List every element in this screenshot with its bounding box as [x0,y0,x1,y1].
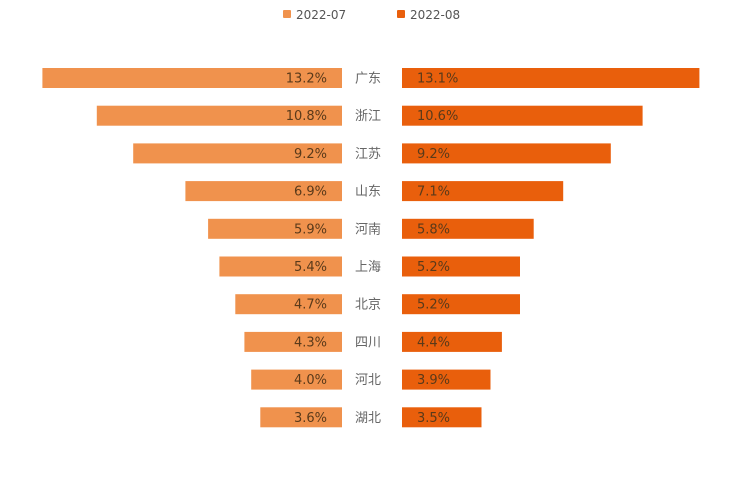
series-2022-07: 13.2% 10.8% 9.2% 6.9% 5.9% 5.4% 4.7% 4.3% 4.0% 3.… [42,68,343,428]
bar-2022-07-河南 [208,218,342,239]
bar-2022-07-北京 [235,294,342,315]
bar-2022-07-河北 [251,369,342,390]
value-label-2022-07: 9.2% [294,147,327,162]
bar-2022-08-四川 [402,331,502,352]
bar-2022-08-山东 [402,181,564,202]
category-label: 浙江 [355,109,381,124]
value-label-2022-07: 4.3% [294,335,327,350]
value-label-2022-07: 5.9% [294,222,327,237]
bar-2022-07-江苏 [133,143,342,164]
value-label-2022-08: 4.4% [417,335,450,350]
bar-2022-08-广东 [402,68,700,88]
bar-2022-08-北京 [402,294,520,315]
value-label-2022-07: 4.0% [294,373,327,388]
bar-2022-08-上海 [402,256,520,277]
value-label-2022-08: 5.2% [417,298,450,313]
legend-swatch-2022-08 [397,10,405,18]
value-label-2022-08: 10.6% [417,109,458,124]
value-label-2022-08: 5.8% [417,222,450,237]
category-label: 北京 [355,298,381,313]
category-label: 四川 [355,335,381,350]
value-label-2022-08: 9.2% [417,147,450,162]
category-label: 河北 [355,373,381,388]
value-label-2022-08: 13.1% [417,72,458,87]
value-label-2022-07: 4.7% [294,298,327,313]
bar-2022-08-河北 [402,369,491,390]
value-label-2022-07: 10.8% [286,109,327,124]
value-label-2022-07: 5.4% [294,260,327,275]
bar-2022-08-江苏 [402,143,611,164]
value-label-2022-08: 5.2% [417,260,450,275]
value-label-2022-07: 3.6% [294,411,327,426]
bar-2022-07-浙江 [96,105,342,126]
bar-2022-07-四川 [244,331,342,352]
bar-2022-08-河南 [402,218,534,239]
bar-2022-07-山东 [185,181,342,202]
legend-label-2022-07: 2022-07 [296,8,346,22]
value-label-2022-07: 13.2% [286,72,327,87]
value-label-2022-08: 3.5% [417,411,450,426]
category-label: 广东 [355,72,381,87]
legend: 2022-07 2022-08 [283,8,460,22]
category-label: 江苏 [355,146,381,162]
category-label: 上海 [355,260,381,275]
legend-swatch-2022-07 [283,10,291,18]
category-label: 湖北 [355,411,381,426]
series-2022-08: 13.1% 10.6% 9.2% 7.1% 5.8% 5.2% 5.2% 4.4% 3.9% 3.… [402,68,700,428]
bar-2022-07-湖北 [260,407,342,428]
value-label-2022-08: 7.1% [417,185,450,200]
category-label: 河南 [355,221,381,237]
bar-2022-08-浙江 [402,105,643,126]
value-label-2022-08: 3.9% [417,373,450,388]
bar-2022-08-湖北 [402,407,482,428]
legend-label-2022-08: 2022-08 [410,8,460,22]
category-label: 山东 [355,185,381,200]
bar-2022-07-上海 [219,256,342,277]
bar-2022-07-广东 [42,68,343,88]
value-label-2022-07: 6.9% [294,185,327,200]
